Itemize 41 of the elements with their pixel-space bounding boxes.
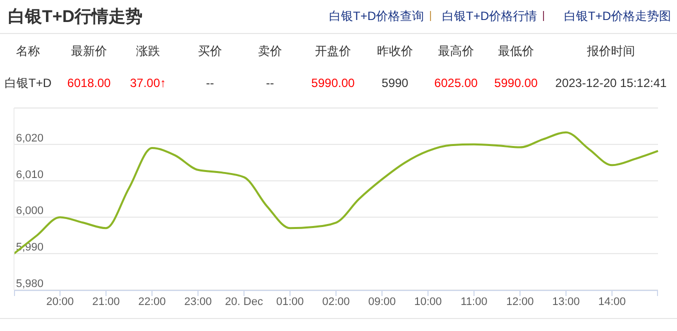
- x-tick-label: 02:00: [322, 296, 350, 308]
- y-tick-label: 6,010: [16, 168, 44, 181]
- x-tick-label: 14:00: [598, 296, 626, 308]
- text: --: [266, 76, 274, 90]
- text: --: [206, 76, 214, 90]
- text: 5990.00: [494, 76, 538, 90]
- x-tick-label: 11:00: [460, 296, 488, 308]
- category-label: 卖价: [258, 44, 282, 58]
- text: 5990: [382, 76, 408, 90]
- text: 白银T+D: [4, 76, 52, 90]
- x-tick-label: 09:00: [368, 296, 396, 308]
- category-label: 买价: [198, 44, 222, 58]
- x-tick-label: 13:00: [552, 296, 580, 308]
- text: 6025.00: [434, 76, 478, 90]
- category-label: 涨跌: [136, 44, 160, 58]
- x-tick-label: 10:00: [414, 296, 442, 308]
- text: 白银T+D价格行情: [442, 9, 537, 23]
- category-label: 名称: [16, 44, 40, 58]
- y-tick-label: 6,020: [16, 132, 44, 144]
- category-label: 昨收价: [377, 44, 413, 58]
- category-label: 最低价: [498, 44, 534, 58]
- text: 5990.00: [311, 76, 355, 90]
- text: 2023-12-20 15:12:41: [555, 76, 667, 90]
- x-tick-label: 20. Dec: [225, 296, 264, 308]
- x-tick-label: 12:00: [506, 296, 534, 308]
- y-tick-label: 5,980: [16, 278, 44, 290]
- x-tick-label: 21:00: [92, 296, 120, 308]
- x-tick-label: 20:00: [46, 296, 74, 308]
- x-tick-label: 01:00: [276, 296, 304, 308]
- y-tick-label: 6,000: [16, 205, 44, 218]
- category-label: 开盘价: [315, 44, 351, 58]
- text: 白银T+D行情走势: [8, 7, 143, 26]
- x-tick-label: 23:00: [184, 296, 212, 308]
- text: 37.00↑: [130, 76, 166, 90]
- text: 6018.00: [67, 76, 111, 90]
- text: 白银T+D价格走势图: [564, 9, 671, 23]
- category-label: 最新价: [71, 44, 107, 58]
- category-label: 报价时间: [586, 44, 635, 58]
- category-label: 最高价: [438, 44, 474, 58]
- text: 白银T+D价格查询: [328, 9, 424, 23]
- x-tick-label: 22:00: [138, 296, 166, 308]
